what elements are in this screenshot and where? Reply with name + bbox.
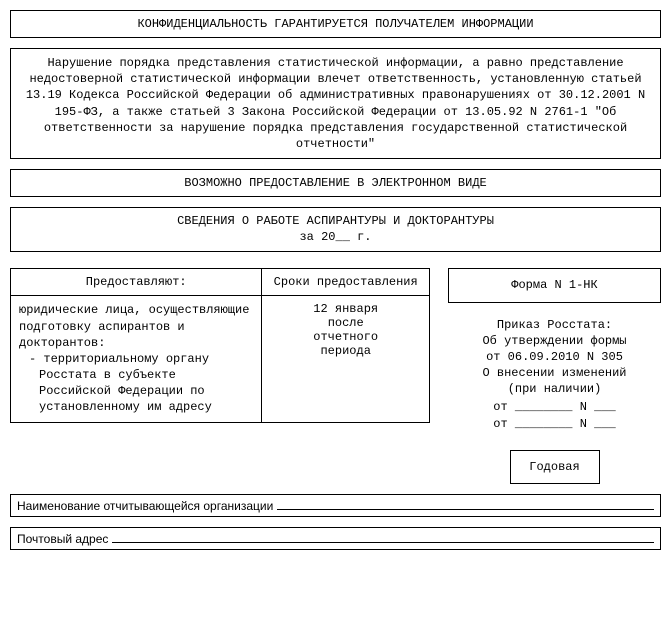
title-line-1: СВЕДЕНИЯ О РАБОТЕ АСПИРАНТУРЫ И ДОКТОРАН…: [21, 214, 650, 230]
form-number-box: Форма N 1-НК: [448, 268, 661, 302]
cell-who: юридические лица, осуществляющие подгото…: [11, 296, 262, 422]
deadline-l4: периода: [270, 344, 421, 358]
order-line-3: от 06.09.2010 N 305: [448, 349, 661, 365]
postal-address-label: Почтовый адрес: [17, 532, 108, 546]
main-content-row: Предоставляют: Сроки предоставления юрид…: [10, 268, 661, 484]
electronic-submission-text: ВОЗМОЖНО ПРЕДОСТАВЛЕНИЕ В ЭЛЕКТРОННОМ ВИ…: [184, 176, 486, 190]
postal-address-field[interactable]: [112, 531, 654, 543]
deadline-l1: 12 января: [270, 302, 421, 316]
legal-notice-text: Нарушение порядка представления статисти…: [26, 56, 645, 151]
side-panel: Форма N 1-НК Приказ Росстата: Об утвержд…: [448, 268, 661, 484]
order-line-1: Приказ Росстата:: [448, 317, 661, 333]
postal-address-row: Почтовый адрес: [10, 527, 661, 550]
periodicity-box: Годовая: [510, 450, 600, 484]
order-line-5: (при наличии): [448, 381, 661, 397]
col-header-who: Предоставляют:: [11, 269, 262, 296]
blank-line-1: от ________ N ___: [448, 399, 661, 415]
cell-deadline: 12 января после отчетного периода: [262, 296, 430, 422]
confidentiality-text: КОНФИДЕНЦИАЛЬНОСТЬ ГАРАНТИРУЕТСЯ ПОЛУЧАТ…: [137, 17, 533, 31]
submission-table: Предоставляют: Сроки предоставления юрид…: [10, 268, 430, 422]
form-number-text: Форма N 1-НК: [511, 278, 597, 292]
periodicity-text: Годовая: [529, 460, 579, 474]
who-sub-text: - территориальному органу Росстата в суб…: [19, 351, 253, 416]
electronic-submission-box: ВОЗМОЖНО ПРЕДОСТАВЛЕНИЕ В ЭЛЕКТРОННОМ ВИ…: [10, 169, 661, 197]
document-title-box: СВЕДЕНИЯ О РАБОТЕ АСПИРАНТУРЫ И ДОКТОРАН…: [10, 207, 661, 252]
org-name-label: Наименование отчитывающейся организации: [17, 499, 273, 513]
order-line-4: О внесении изменений: [448, 365, 661, 381]
title-line-2: за 20__ г.: [21, 230, 650, 246]
confidentiality-header: КОНФИДЕНЦИАЛЬНОСТЬ ГАРАНТИРУЕТСЯ ПОЛУЧАТ…: [10, 10, 661, 38]
legal-notice-box: Нарушение порядка представления статисти…: [10, 48, 661, 159]
org-name-field[interactable]: [277, 498, 654, 510]
deadline-l2: после: [270, 316, 421, 330]
org-name-row: Наименование отчитывающейся организации: [10, 494, 661, 517]
blank-line-2: от ________ N ___: [448, 416, 661, 432]
amendment-blanks: от ________ N ___ от ________ N ___: [448, 399, 661, 431]
deadline-l3: отчетного: [270, 330, 421, 344]
order-line-2: Об утверждении формы: [448, 333, 661, 349]
col-header-deadline: Сроки предоставления: [262, 269, 430, 296]
who-main-text: юридические лица, осуществляющие подгото…: [19, 303, 249, 349]
